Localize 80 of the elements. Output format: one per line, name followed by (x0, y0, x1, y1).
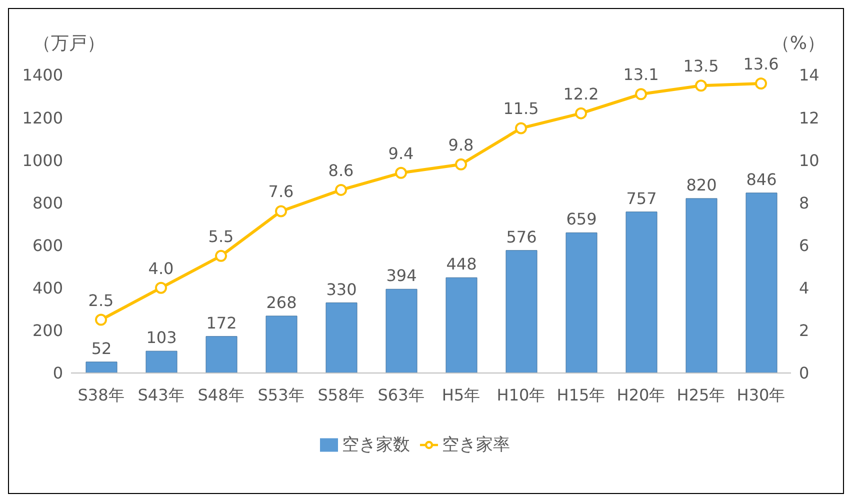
bar (446, 277, 478, 373)
data-label: 4.0 (148, 258, 174, 278)
data-label: 172 (206, 313, 237, 332)
legend-label: 空き家率 (442, 435, 510, 455)
bar (146, 350, 178, 373)
data-label: 7.6 (268, 182, 294, 202)
x-tick-label: S53年 (258, 385, 304, 404)
x-tick-label: S58年 (318, 385, 364, 404)
data-label: 394 (386, 266, 417, 286)
data-label: 330 (326, 280, 357, 299)
x-tick-label: H15年 (556, 385, 606, 404)
data-label: 2.5 (88, 290, 114, 310)
data-label: 846 (746, 170, 777, 189)
point (455, 158, 467, 170)
point (695, 80, 707, 92)
y-tick-label: 1000 (22, 150, 63, 170)
x-tick-label: H5年 (442, 385, 480, 404)
y-tick-label: 200 (32, 321, 63, 340)
x-tick-label: S38年 (78, 385, 124, 404)
bar (386, 288, 418, 373)
data-label: 576 (506, 227, 537, 246)
y-tick-label: 400 (32, 278, 63, 298)
bar (266, 316, 298, 373)
point (575, 107, 587, 120)
bar (326, 302, 358, 373)
data-label: 11.5 (503, 99, 539, 118)
y2-tick-label: 6 (799, 236, 810, 255)
bar (746, 192, 778, 373)
y2-tick-label: 0 (799, 364, 810, 383)
data-label: 659 (566, 210, 597, 229)
y2-axis-title: （%） (772, 32, 825, 55)
data-label: 13.1 (623, 65, 659, 84)
data-label: 757 (626, 188, 657, 208)
bar (686, 198, 718, 373)
bar (566, 232, 598, 373)
x-tick-label: H10年 (496, 385, 546, 404)
bar (86, 362, 118, 373)
data-label: 448 (446, 254, 477, 274)
y-tick-label: 1200 (22, 108, 63, 128)
x-tick-label: S43年 (138, 385, 184, 404)
y-axis-title: （万戸） (33, 32, 105, 55)
bar (626, 212, 658, 373)
point (335, 184, 347, 196)
x-tick-label: H20年 (616, 385, 666, 404)
point (155, 282, 167, 294)
y-tick-label: 600 (32, 236, 63, 255)
data-label: 8.6 (328, 160, 354, 180)
y2-tick-label: 10 (799, 150, 820, 170)
data-label: 103 (146, 328, 177, 348)
data-label: 5.5 (208, 226, 234, 246)
x-tick-label: H30年 (736, 385, 786, 404)
y-tick-label: 800 (32, 193, 63, 212)
x-tick-label: S48年 (198, 385, 244, 404)
y2-tick-label: 8 (799, 193, 810, 212)
bar (206, 336, 238, 373)
y2-tick-label: 2 (799, 321, 810, 340)
y2-tick-label: 14 (799, 66, 820, 85)
point (215, 250, 227, 262)
point (95, 314, 107, 326)
y2-tick-label: 12 (799, 108, 820, 128)
y-tick-label: 1400 (22, 66, 63, 85)
data-label: 820 (686, 175, 717, 194)
x-tick-label: S63年 (378, 385, 424, 404)
data-label: 13.6 (743, 54, 779, 74)
data-label: 13.5 (683, 56, 719, 76)
point (755, 78, 767, 90)
data-label: 12.2 (563, 84, 599, 104)
bar (506, 250, 538, 373)
data-label: 268 (266, 292, 297, 312)
point (515, 122, 527, 134)
data-label: 9.4 (388, 144, 414, 163)
x-tick-label: H25年 (676, 385, 726, 404)
data-label: 9.8 (448, 135, 474, 154)
point (635, 88, 647, 100)
y2-tick-label: 4 (799, 278, 810, 298)
y-tick-label: 0 (52, 364, 63, 383)
point (395, 166, 407, 179)
point (275, 205, 287, 218)
data-label: 52 (91, 338, 112, 358)
legend-label: 空き家数 (342, 435, 410, 455)
